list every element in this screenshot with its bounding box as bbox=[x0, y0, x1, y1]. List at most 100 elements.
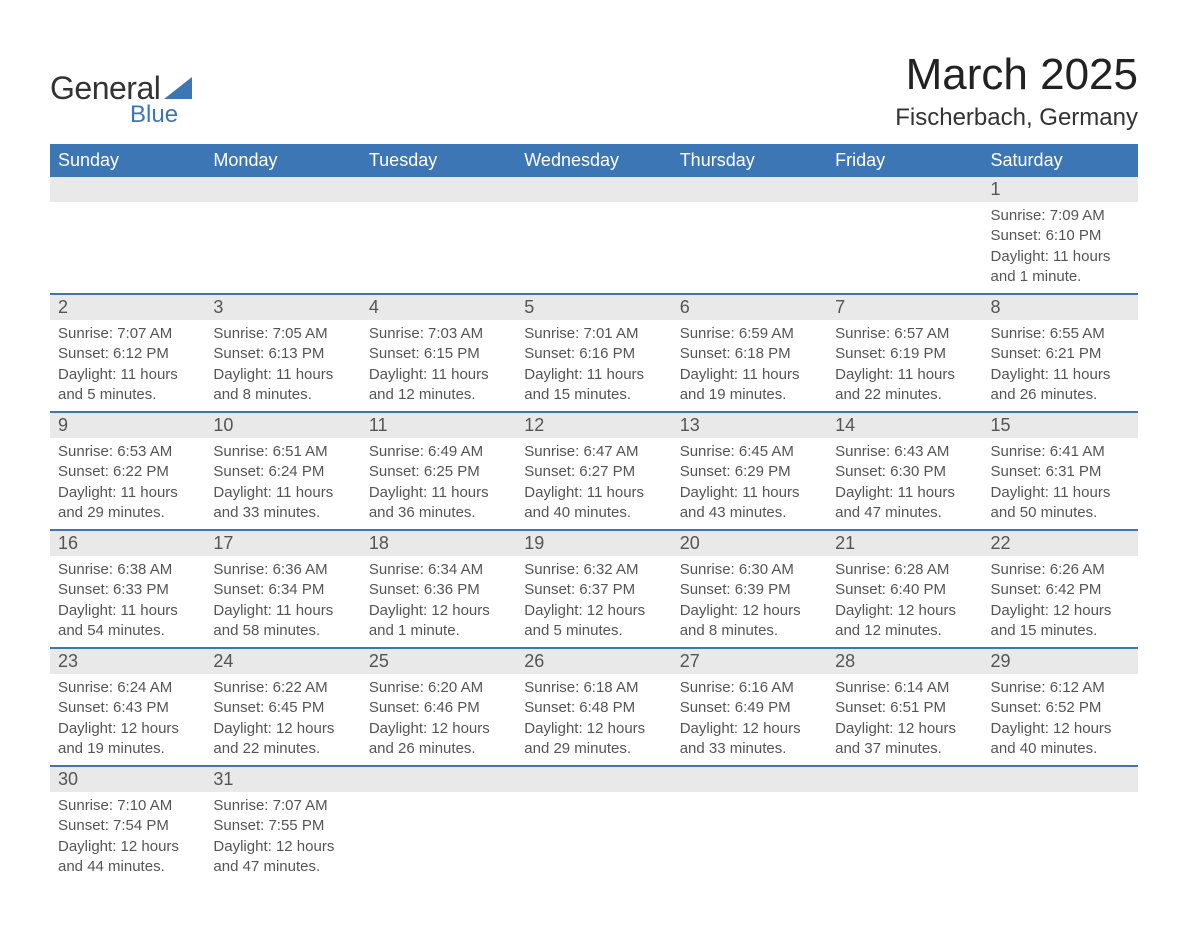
sunset-text: Sunset: 6:45 PM bbox=[213, 698, 352, 718]
location-text: Fischerbach, Germany bbox=[895, 104, 1138, 132]
daylight-text: Daylight: 11 hours and 26 minutes. bbox=[991, 365, 1130, 406]
calendar-table: Sunday Monday Tuesday Wednesday Thursday… bbox=[50, 144, 1138, 883]
calendar-body: 1Sunrise: 7:09 AMSunset: 6:10 PMDaylight… bbox=[50, 177, 1138, 883]
daylight-text: Daylight: 12 hours and 40 minutes. bbox=[991, 719, 1130, 760]
day-number-cell bbox=[361, 766, 516, 792]
day-data-cell: Sunrise: 6:16 AMSunset: 6:49 PMDaylight:… bbox=[672, 674, 827, 766]
sunset-text: Sunset: 6:51 PM bbox=[835, 698, 974, 718]
sunset-text: Sunset: 6:21 PM bbox=[991, 344, 1130, 364]
week-number-row: 2345678 bbox=[50, 294, 1138, 320]
sunset-text: Sunset: 6:30 PM bbox=[835, 462, 974, 482]
day-data-cell: Sunrise: 6:24 AMSunset: 6:43 PMDaylight:… bbox=[50, 674, 205, 766]
day-number-cell: 30 bbox=[50, 766, 205, 792]
day-data-cell bbox=[672, 792, 827, 883]
daylight-text: Daylight: 11 hours and 5 minutes. bbox=[58, 365, 197, 406]
week-data-row: Sunrise: 7:07 AMSunset: 6:12 PMDaylight:… bbox=[50, 320, 1138, 412]
header-wednesday: Wednesday bbox=[516, 144, 671, 177]
daylight-text: Daylight: 12 hours and 1 minute. bbox=[369, 601, 508, 642]
day-number-cell bbox=[50, 177, 205, 202]
daylight-text: Daylight: 11 hours and 50 minutes. bbox=[991, 483, 1130, 524]
sunrise-text: Sunrise: 6:49 AM bbox=[369, 442, 508, 462]
day-number-cell: 27 bbox=[672, 648, 827, 674]
sunrise-text: Sunrise: 6:14 AM bbox=[835, 678, 974, 698]
sunrise-text: Sunrise: 6:26 AM bbox=[991, 560, 1130, 580]
week-data-row: Sunrise: 7:09 AMSunset: 6:10 PMDaylight:… bbox=[50, 202, 1138, 294]
day-number-cell: 13 bbox=[672, 412, 827, 438]
daylight-text: Daylight: 11 hours and 36 minutes. bbox=[369, 483, 508, 524]
day-data-cell: Sunrise: 6:14 AMSunset: 6:51 PMDaylight:… bbox=[827, 674, 982, 766]
day-data-cell bbox=[983, 792, 1138, 883]
sunrise-text: Sunrise: 6:38 AM bbox=[58, 560, 197, 580]
sunset-text: Sunset: 6:39 PM bbox=[680, 580, 819, 600]
sunset-text: Sunset: 6:10 PM bbox=[991, 226, 1130, 246]
header-saturday: Saturday bbox=[983, 144, 1138, 177]
day-number-cell bbox=[827, 177, 982, 202]
sunset-text: Sunset: 7:54 PM bbox=[58, 816, 197, 836]
week-data-row: Sunrise: 7:10 AMSunset: 7:54 PMDaylight:… bbox=[50, 792, 1138, 883]
sunrise-text: Sunrise: 6:43 AM bbox=[835, 442, 974, 462]
day-number-cell: 1 bbox=[983, 177, 1138, 202]
day-data-cell bbox=[361, 792, 516, 883]
day-number-cell bbox=[827, 766, 982, 792]
week-number-row: 1 bbox=[50, 177, 1138, 202]
day-number-cell: 17 bbox=[205, 530, 360, 556]
daylight-text: Daylight: 12 hours and 12 minutes. bbox=[835, 601, 974, 642]
daylight-text: Daylight: 12 hours and 29 minutes. bbox=[524, 719, 663, 760]
daylight-text: Daylight: 11 hours and 33 minutes. bbox=[213, 483, 352, 524]
day-number-cell bbox=[361, 177, 516, 202]
sunrise-text: Sunrise: 6:12 AM bbox=[991, 678, 1130, 698]
sunrise-text: Sunrise: 6:32 AM bbox=[524, 560, 663, 580]
day-number-cell: 21 bbox=[827, 530, 982, 556]
sunset-text: Sunset: 6:24 PM bbox=[213, 462, 352, 482]
day-number-cell: 19 bbox=[516, 530, 671, 556]
page-header: General Blue March 2025 Fischerbach, Ger… bbox=[50, 50, 1138, 132]
day-data-cell: Sunrise: 6:41 AMSunset: 6:31 PMDaylight:… bbox=[983, 438, 1138, 530]
day-number-cell: 4 bbox=[361, 294, 516, 320]
week-number-row: 23242526272829 bbox=[50, 648, 1138, 674]
day-number-cell: 24 bbox=[205, 648, 360, 674]
header-monday: Monday bbox=[205, 144, 360, 177]
daylight-text: Daylight: 12 hours and 5 minutes. bbox=[524, 601, 663, 642]
day-number-cell: 15 bbox=[983, 412, 1138, 438]
day-data-cell: Sunrise: 6:22 AMSunset: 6:45 PMDaylight:… bbox=[205, 674, 360, 766]
day-data-cell: Sunrise: 6:12 AMSunset: 6:52 PMDaylight:… bbox=[983, 674, 1138, 766]
day-number-cell: 29 bbox=[983, 648, 1138, 674]
sunset-text: Sunset: 6:16 PM bbox=[524, 344, 663, 364]
logo: General Blue bbox=[50, 50, 192, 129]
day-number-cell: 26 bbox=[516, 648, 671, 674]
sunset-text: Sunset: 6:12 PM bbox=[58, 344, 197, 364]
sunset-text: Sunset: 6:19 PM bbox=[835, 344, 974, 364]
day-number-cell: 6 bbox=[672, 294, 827, 320]
sunrise-text: Sunrise: 6:47 AM bbox=[524, 442, 663, 462]
day-number-cell bbox=[672, 766, 827, 792]
day-data-cell: Sunrise: 6:20 AMSunset: 6:46 PMDaylight:… bbox=[361, 674, 516, 766]
sunset-text: Sunset: 6:48 PM bbox=[524, 698, 663, 718]
day-data-cell: Sunrise: 6:45 AMSunset: 6:29 PMDaylight:… bbox=[672, 438, 827, 530]
day-number-cell: 8 bbox=[983, 294, 1138, 320]
day-data-cell bbox=[205, 202, 360, 294]
sunrise-text: Sunrise: 6:30 AM bbox=[680, 560, 819, 580]
day-number-cell bbox=[672, 177, 827, 202]
sunset-text: Sunset: 6:40 PM bbox=[835, 580, 974, 600]
sunset-text: Sunset: 6:49 PM bbox=[680, 698, 819, 718]
day-number-cell: 31 bbox=[205, 766, 360, 792]
daylight-text: Daylight: 12 hours and 33 minutes. bbox=[680, 719, 819, 760]
sunset-text: Sunset: 6:15 PM bbox=[369, 344, 508, 364]
sunset-text: Sunset: 6:34 PM bbox=[213, 580, 352, 600]
header-friday: Friday bbox=[827, 144, 982, 177]
day-data-cell: Sunrise: 7:01 AMSunset: 6:16 PMDaylight:… bbox=[516, 320, 671, 412]
sunset-text: Sunset: 7:55 PM bbox=[213, 816, 352, 836]
daylight-text: Daylight: 12 hours and 15 minutes. bbox=[991, 601, 1130, 642]
day-data-cell: Sunrise: 6:57 AMSunset: 6:19 PMDaylight:… bbox=[827, 320, 982, 412]
day-number-cell: 25 bbox=[361, 648, 516, 674]
day-data-cell: Sunrise: 7:10 AMSunset: 7:54 PMDaylight:… bbox=[50, 792, 205, 883]
sunset-text: Sunset: 6:31 PM bbox=[991, 462, 1130, 482]
daylight-text: Daylight: 11 hours and 22 minutes. bbox=[835, 365, 974, 406]
day-number-cell: 23 bbox=[50, 648, 205, 674]
sunrise-text: Sunrise: 6:24 AM bbox=[58, 678, 197, 698]
daylight-text: Daylight: 12 hours and 8 minutes. bbox=[680, 601, 819, 642]
sunset-text: Sunset: 6:33 PM bbox=[58, 580, 197, 600]
daylight-text: Daylight: 11 hours and 1 minute. bbox=[991, 247, 1130, 288]
day-number-cell: 7 bbox=[827, 294, 982, 320]
sunrise-text: Sunrise: 6:59 AM bbox=[680, 324, 819, 344]
